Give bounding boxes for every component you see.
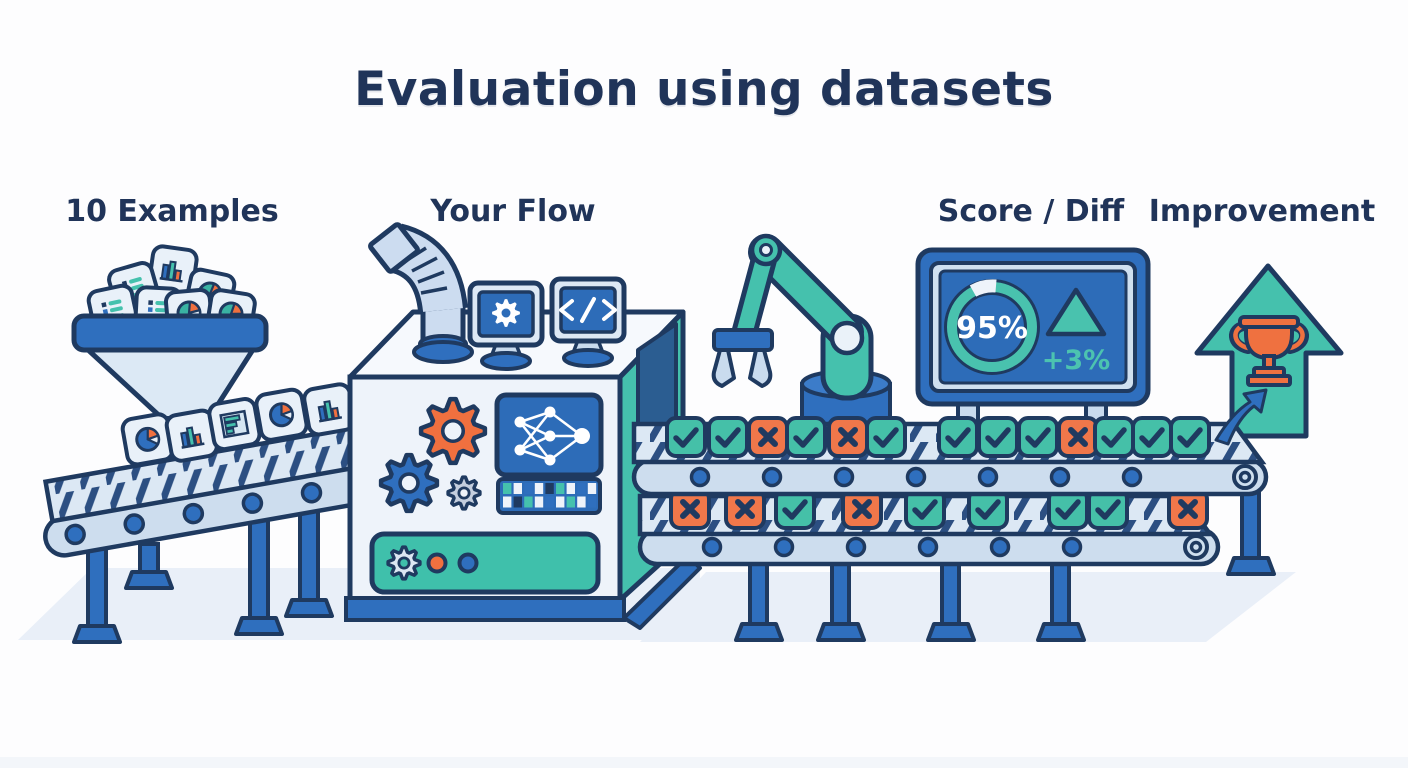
pass-tile [937,416,979,458]
label-examples: 10 Examples [65,194,279,229]
console-blue-light [457,552,479,574]
exhaust-duct-icon [368,222,474,364]
label-improvement: Improvement [1148,194,1376,229]
pie-chart-card [254,387,309,442]
input-conveyor-legs [72,504,334,644]
neural-network-icon [494,392,604,478]
input-conveyor-rollers [64,481,323,546]
score-value: 95% [956,311,1028,346]
score-monitor: 95% +3% [915,247,1151,430]
console-panel [369,531,601,595]
pass-tile [1087,488,1129,530]
pass-tile [1131,416,1173,458]
growth-arrow-icon [1214,388,1268,446]
results-conveyors [631,388,1276,642]
keypad [496,477,602,515]
gear-monitor-icon [467,280,545,371]
funnel-rim [71,313,269,353]
robot-arm [711,233,892,430]
diff-triangle-icon [1045,287,1107,337]
pass-tile [977,416,1019,458]
label-score-diff: Score / Diff [937,194,1125,229]
pass-tile [665,416,707,458]
bar-chart-card [164,408,219,463]
pass-tile [1169,416,1211,458]
console-orange-light [426,552,448,574]
diff-value: +3% [1042,345,1110,376]
pass-tile [785,416,827,458]
pass-tile [865,416,907,458]
page-title: Evaluation using datasets [354,62,1054,117]
console-gear-icon [386,545,422,581]
input-belt-cards [120,382,357,467]
fail-tile [827,416,869,458]
gripper-base [712,328,774,352]
improvement-arrow [1194,263,1344,439]
hbar-chart-card [207,397,262,452]
pass-tile [904,488,946,530]
pass-tile [1017,416,1059,458]
floor-shadow [0,568,1408,768]
label-your-flow: Your Flow [430,194,596,229]
result-tiles-bottom [669,488,1209,530]
trophy-icon [1229,315,1309,387]
code-monitor-icon [549,276,627,368]
fail-tile [747,416,789,458]
results-conveyor-legs [734,488,1276,642]
pass-tile [707,416,749,458]
result-tiles-top [665,416,1211,458]
results-conveyor-top [631,416,1269,497]
score-donut [944,279,1040,375]
fail-tile [1057,416,1099,458]
gears-icon [378,396,488,514]
pass-tile [1093,416,1135,458]
results-conveyor-bottom [637,488,1221,567]
